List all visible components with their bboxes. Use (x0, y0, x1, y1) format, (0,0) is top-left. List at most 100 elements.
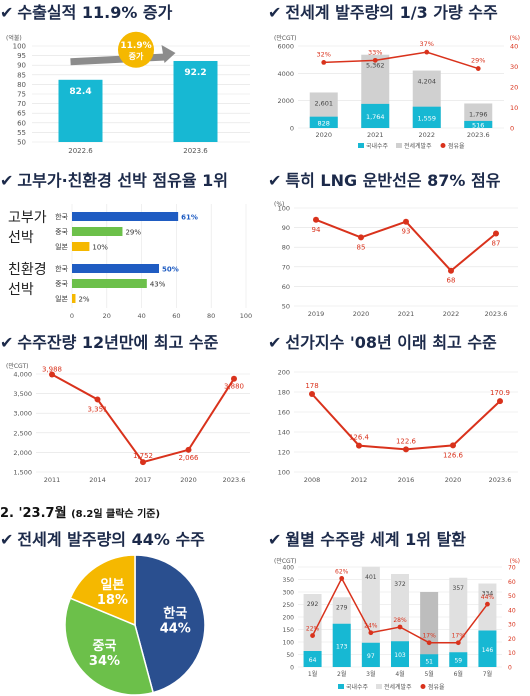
x-tick-label: 60 (172, 312, 180, 320)
share-line (323, 51, 479, 70)
panel-title: ✔ 월별 수주량 세계 1위 탈환 (268, 527, 466, 553)
item-label: 일본 (55, 242, 68, 251)
y-tick-label: 95 (17, 52, 26, 60)
y-tick-label: 80 (17, 81, 26, 89)
y-tick-label: 55 (17, 129, 26, 137)
bar-value-label: 82.4 (69, 87, 91, 97)
panel-monthly: ✔ 월별 수주량 세계 1위 탈환 (만CGT) (%) 0 50 100 150 200 25… (268, 527, 530, 696)
pie-slice-label: 중국 (93, 639, 117, 654)
panel-title-text: 전세계 발주량의 1/3 가량 수주 (285, 3, 498, 22)
data-label: 94 (312, 226, 321, 234)
bar (58, 79, 103, 142)
y-tick-label: 50 (282, 303, 290, 311)
bar (72, 264, 159, 273)
y-tick-label: 180 (278, 389, 290, 397)
bar-korea (412, 106, 441, 128)
data-label: 178 (305, 382, 318, 390)
panel-pie: ✔ 전세계 발주량의 44% 수주 한국 44% 중국 34% 일본 18% (0, 527, 262, 696)
y-right-tick-label: 60 (508, 579, 516, 586)
y-tick-label: 140 (278, 429, 290, 437)
bar-value-label: 43% (150, 281, 166, 289)
growth-badge (118, 31, 154, 68)
data-point (358, 234, 364, 241)
legend-swatch-share (420, 684, 426, 689)
bar-value-label: 50% (162, 266, 179, 274)
x-tick-label: 2017 (135, 476, 152, 484)
panel-title-text: 고부가·친환경 선박 점유율 1위 (17, 171, 228, 190)
y-tick-label: 3,500 (13, 390, 32, 398)
y-axis-unit: (만CGT) (6, 362, 29, 370)
legend-label-share: 점유율 (428, 684, 445, 691)
panel-title-text: 월별 수주량 세계 1위 탈환 (285, 530, 467, 549)
share-label: 22% (306, 626, 320, 633)
bar-world (449, 577, 468, 667)
data-point (497, 398, 503, 405)
x-tick-label: 80 (207, 312, 215, 320)
bar-world-label: 334 (482, 591, 494, 598)
x-tick-label: 2023.6 (183, 147, 208, 155)
y-right-tick-label: 40 (508, 607, 516, 614)
item-label: 중국 (55, 228, 68, 236)
y-axis-unit-right: (%) (510, 35, 520, 42)
item-label: 한국 (55, 213, 68, 221)
data-point (356, 442, 362, 449)
export-bar-chart: (억불)5055606570758085909510082.42022.692.… (6, 31, 250, 155)
data-label: 87 (492, 239, 501, 247)
data-point (140, 459, 146, 466)
y-tick-label: 350 (283, 577, 295, 584)
item-label: 한국 (55, 265, 68, 273)
x-tick-label: 7월 (483, 670, 492, 678)
panel-orders: ✔ 전세계 발주량의 1/3 가량 수주 (만CGT) (%) 0 2000 4000 60… (268, 0, 530, 165)
legend-label-world: 전세계발주 (384, 683, 412, 691)
x-tick-label: 6월 (454, 670, 463, 678)
section-header: 2. '23.7월 (8.2일 클락슨 기준) (0, 502, 160, 521)
y-tick-label: 65 (17, 110, 26, 118)
y-tick-label: 4000 (277, 70, 294, 78)
y-right-tick-label: 30 (508, 622, 516, 629)
x-tick-label: 20 (103, 312, 111, 320)
check-icon: ✔ (268, 171, 282, 190)
data-label: 93 (402, 228, 411, 236)
check-icon: ✔ (0, 530, 14, 549)
legend-swatch-korea (358, 143, 364, 148)
y-tick-label: 6000 (277, 43, 294, 51)
panel-title: ✔ 고부가·친환경 선박 점유율 1위 (0, 168, 228, 194)
share-label: 62% (335, 568, 349, 575)
share-label: 28% (393, 617, 407, 624)
pie-slice-label: 한국 (163, 606, 187, 622)
panel-title: ✔ 수출실적 11.9% 증가 (0, 0, 172, 26)
y-axis-unit-left: (만CGT) (274, 34, 297, 42)
group-label-line1: 친환경 (8, 262, 47, 278)
x-tick-label: 2022 (418, 131, 435, 139)
x-tick-label: 2020 (180, 476, 197, 484)
data-point (493, 230, 499, 237)
bar-world-label: 5,362 (366, 62, 385, 70)
section-header-sub: (8.2일 클락슨 기준) (71, 509, 161, 520)
panel-title-text: 수출실적 11.9% 증가 (17, 3, 173, 22)
x-tick-label: 4월 (395, 670, 404, 678)
y-axis-unit: (억불) (6, 34, 22, 42)
y-right-tick-label: 70 (508, 565, 516, 572)
panel-lng: ✔ 특히 LNG 운반선은 87% 점유 (%) 50 60 70 80 90 100 2019… (268, 168, 530, 323)
share-point (485, 601, 490, 607)
legend-label-world: 전세계발주 (404, 142, 432, 150)
pie-slice (69, 555, 136, 627)
x-tick-label: 2023.6 (223, 476, 246, 484)
share-point (372, 57, 378, 63)
data-point (309, 391, 315, 397)
data-label: 1,752 (133, 452, 153, 460)
group-label-line2: 선박 (8, 282, 34, 298)
bar-korea (420, 654, 439, 667)
bar-korea (361, 103, 390, 128)
y-axis-unit: (%) (274, 201, 284, 208)
check-icon: ✔ (0, 333, 14, 352)
bar-world-label: 357 (453, 585, 465, 592)
y-tick-label: 50 (17, 139, 26, 147)
bar-world (303, 594, 322, 667)
data-line (51, 373, 235, 464)
pie-slice-value: 18% (97, 593, 128, 608)
x-tick-label: 2023.6 (467, 131, 490, 139)
legend-swatch-world (376, 684, 382, 689)
y-tick-label: 100 (278, 205, 290, 213)
